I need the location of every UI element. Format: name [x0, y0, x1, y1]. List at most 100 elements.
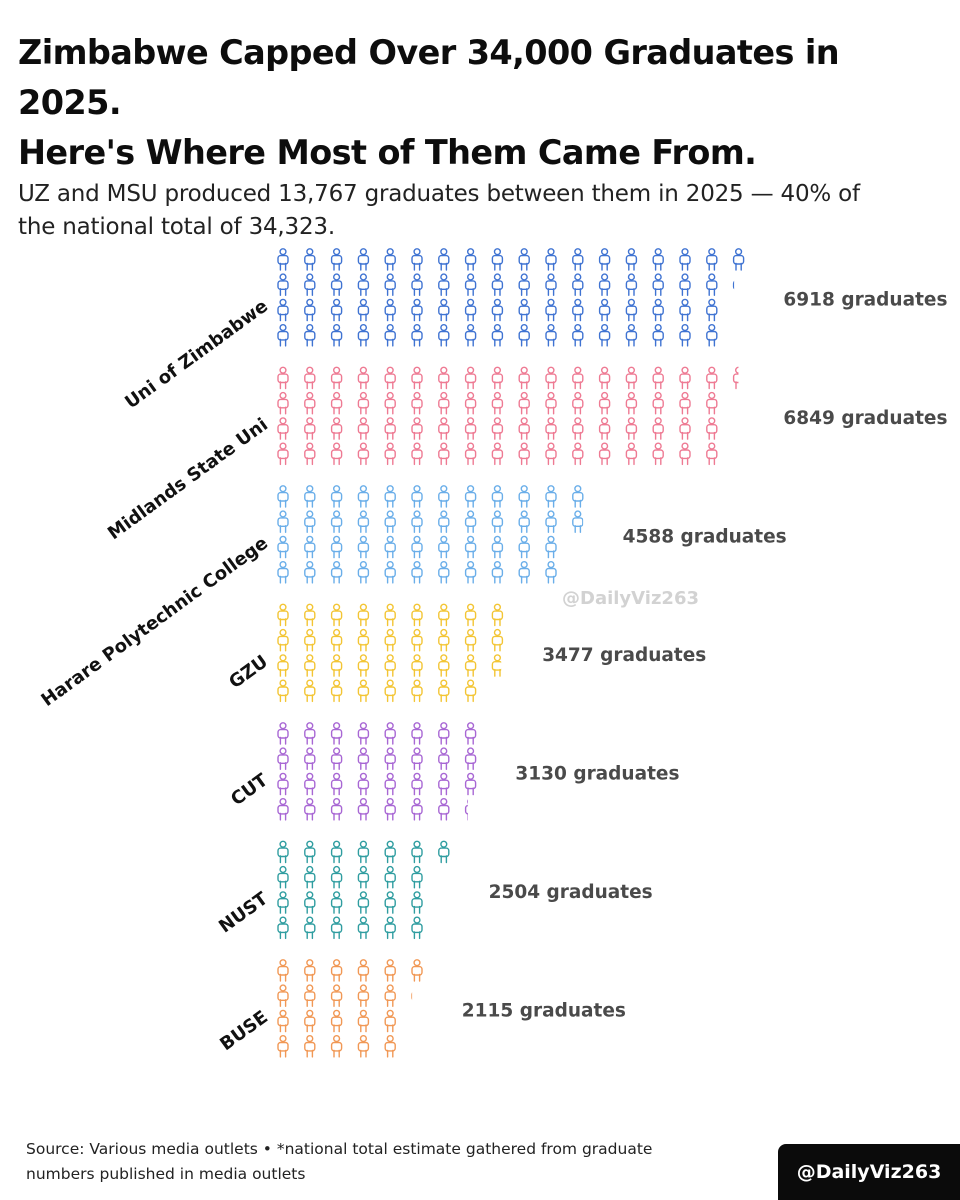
person-icon: [357, 1034, 370, 1058]
person-icon: [304, 959, 316, 982]
person-icon: [277, 628, 289, 652]
person-icon: [304, 510, 316, 533]
person-icon: [438, 535, 450, 559]
person-icon: [438, 324, 450, 347]
person-icon: [277, 772, 289, 796]
person-icon: [330, 535, 343, 559]
person-icon: [652, 298, 664, 322]
person-icon: [277, 366, 289, 390]
chart-subtitle: UZ and MSU produced 13,767 graduates bet…: [18, 178, 948, 244]
person-icon: [464, 679, 477, 703]
person-icon: [304, 916, 316, 940]
person-icon: [357, 628, 370, 652]
person-icon: [330, 248, 343, 271]
person-icon: [384, 628, 396, 652]
person-icon: [679, 273, 691, 296]
person-icon: [384, 298, 396, 322]
person-icon: [411, 891, 423, 914]
person-icon: [330, 1034, 343, 1058]
person-icon: [304, 298, 316, 322]
person-icon: [330, 916, 343, 940]
person-icon: [598, 298, 611, 322]
person-icon: [411, 865, 423, 889]
person-icon: [652, 417, 664, 440]
person-icon: [277, 840, 289, 864]
person-icon: [411, 797, 423, 821]
person-icon: [304, 485, 316, 508]
category-label: CUT: [227, 769, 272, 810]
person-icon: [491, 603, 504, 627]
person-icon: [438, 840, 450, 864]
person-icon: [679, 366, 691, 390]
person-icon: [384, 654, 396, 677]
person-icon: [384, 865, 396, 889]
category-label: NUST: [215, 888, 272, 938]
person-icon: [304, 248, 316, 271]
person-icon: [330, 797, 343, 821]
person-icon: [411, 324, 423, 347]
person-icon: [357, 298, 370, 322]
person-icon: [411, 992, 413, 1000]
category-label: BUSE: [216, 1007, 272, 1056]
person-icon: [277, 324, 289, 347]
person-icon: [384, 391, 396, 415]
person-icon: [277, 417, 289, 440]
person-icon: [679, 324, 691, 347]
person-icon: [304, 1009, 316, 1033]
person-icon: [625, 298, 638, 322]
person-icon: [304, 366, 316, 390]
chart-subtitle-line-2: the national total of 34,323.: [18, 214, 335, 240]
person-icon: [384, 840, 396, 864]
person-icon: [411, 603, 423, 627]
person-icon: [572, 248, 584, 271]
person-icon: [384, 273, 396, 296]
person-icon: [438, 772, 450, 796]
person-icon: [384, 891, 396, 914]
category-group: [277, 485, 584, 584]
chart-title-line-1: Zimbabwe Capped Over 34,000 Graduates in…: [18, 33, 840, 122]
data-label: 6918 graduates: [783, 290, 947, 311]
person-icon: [518, 324, 530, 347]
person-icon: [706, 324, 718, 347]
person-icon: [464, 603, 477, 627]
person-icon: [304, 1034, 316, 1058]
person-icon: [572, 510, 584, 533]
category-group: [277, 959, 423, 1058]
person-icon: [277, 273, 289, 296]
person-icon: [652, 391, 664, 415]
data-label: 3130 graduates: [515, 764, 679, 785]
person-icon: [330, 1009, 343, 1033]
person-icon: [304, 840, 316, 864]
person-icon: [438, 485, 450, 508]
person-icon: [384, 916, 396, 940]
person-icon: [706, 417, 718, 440]
data-label: 2504 graduates: [489, 882, 653, 903]
person-icon: [277, 984, 289, 1007]
person-icon: [706, 391, 718, 415]
person-icon: [330, 984, 343, 1007]
person-icon: [491, 560, 504, 584]
person-icon: [464, 722, 477, 745]
person-icon: [545, 535, 557, 559]
person-icon: [545, 391, 557, 415]
person-icon: [438, 417, 450, 440]
person-icon: [304, 417, 316, 440]
person-icon: [411, 273, 423, 296]
person-icon: [491, 248, 504, 271]
person-icon: [330, 442, 343, 466]
person-icon: [277, 959, 289, 982]
person-icon: [384, 747, 396, 770]
person-icon: [330, 273, 343, 296]
person-icon: [572, 391, 584, 415]
person-icon: [330, 722, 343, 745]
person-icon: [384, 722, 396, 745]
person-icon: [598, 324, 611, 347]
person-icon: [304, 628, 316, 652]
person-icon: [357, 679, 370, 703]
person-icon: [411, 560, 423, 584]
person-icon: [411, 722, 423, 745]
person-icon: [330, 391, 343, 415]
person-icon: [411, 772, 423, 796]
person-icon: [572, 366, 584, 390]
